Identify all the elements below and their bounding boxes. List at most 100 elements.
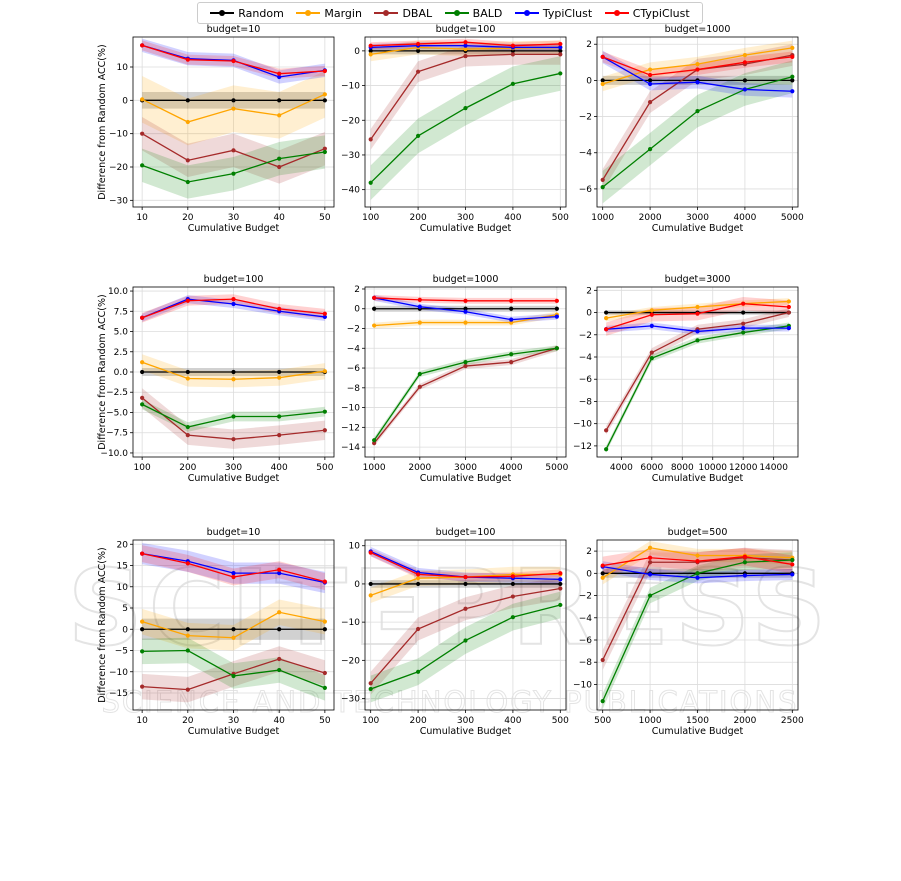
plot-frame [596,286,799,458]
point-bald-1 [185,424,190,430]
point-dbal-1 [185,687,190,692]
point-ctypiclust-3 [741,301,746,306]
point-margin-4 [790,45,795,50]
y-tick-label-2: −8 [579,397,593,407]
point-dbal-1 [649,350,654,355]
x-axis-label: Cumulative Budget [420,223,512,234]
point-margin-3 [277,375,282,380]
x-tick-label-4: 5000 [781,213,804,223]
x-tick-label-0: 10 [136,213,148,223]
x-tick-label-3: 40 [273,716,285,726]
band-ctypiclust [606,297,789,336]
point-ctypiclust-2 [463,574,468,580]
point-typiclust-4 [790,572,795,577]
y-tick-label-1: −8 [579,658,593,668]
point-dbal-4 [322,428,327,433]
subplot-title: budget=100 [436,527,496,538]
y-tick-label-0: −10 [573,680,592,690]
y-tick-label-6: 5.0 [114,328,129,338]
x-axis-label: Cumulative Budget [420,726,512,737]
point-ctypiclust-2 [231,58,236,64]
x-tick-label-2: 30 [228,716,240,726]
y-tick-label-6: 15 [117,562,128,572]
x-tick-label-2: 8000 [671,463,694,473]
point-dbal-3 [509,360,514,365]
point-dbal-0 [372,441,377,446]
y-tick-label-4: 2 [586,40,592,50]
point-margin-2 [231,635,236,640]
point-bald-3 [742,560,748,565]
point-random-1 [185,98,190,103]
point-margin-2 [695,304,700,310]
point-typiclust-3 [277,571,282,576]
y-tick-label-4: −4 [579,353,593,363]
point-typiclust-3 [742,87,748,92]
point-typiclust-1 [649,323,654,328]
x-tick-label-4: 12000 [729,463,758,473]
point-typiclust-4 [790,89,795,94]
point-bald-4 [790,557,795,563]
point-typiclust-1 [417,304,422,309]
point-ctypiclust-3 [277,71,282,76]
point-ctypiclust-1 [415,41,421,47]
point-bald-2 [231,171,236,176]
point-ctypiclust-0 [140,551,145,556]
point-dbal-1 [647,560,653,565]
band-bald [606,322,789,453]
point-random-4 [558,48,563,53]
point-bald-4 [558,71,563,76]
point-random-1 [415,581,421,587]
y-tick-label-1: −12 [341,423,360,433]
point-margin-1 [649,308,654,313]
y-tick-label-1: −7.5 [106,429,128,439]
point-ctypiclust-4 [790,562,795,567]
x-tick-label-4: 500 [316,463,333,473]
point-typiclust-4 [786,326,791,331]
point-bald-1 [649,356,654,361]
point-dbal-3 [510,52,516,57]
point-dbal-0 [600,657,605,663]
y-tick-label-2: −10 [341,618,360,628]
x-tick-label-0: 100 [362,716,379,726]
point-dbal-3 [510,594,516,599]
y-tick-label-5: 2.5 [114,348,128,358]
point-bald-0 [604,447,609,452]
y-tick-label-1: −10 [573,420,592,430]
point-typiclust-2 [463,309,468,314]
y-tick-label-2: −6 [579,636,593,646]
point-dbal-2 [463,363,468,369]
point-random-4 [790,78,795,83]
point-bald-2 [463,360,468,365]
point-bald-1 [417,371,422,377]
y-tick-label-5: 10 [117,583,129,593]
x-tick-label-0: 500 [594,716,611,726]
point-ctypiclust-1 [185,561,190,566]
point-ctypiclust-0 [140,315,145,320]
x-tick-label-2: 300 [225,463,242,473]
point-dbal-0 [368,137,373,142]
x-axis-label: Cumulative Budget [420,473,512,484]
y-tick-label-1: −30 [341,151,360,161]
band-margin [602,541,793,585]
point-dbal-1 [185,433,190,438]
subplot-4: 100 200 300 400 500 −10.0 −7.5 −5.0 −2.5 0.0 2.5 5.… [97,274,335,484]
plot-area [368,546,563,703]
x-tick-label-2: 30 [228,213,240,223]
point-typiclust-1 [647,572,653,577]
point-bald-0 [140,649,145,654]
point-margin-4 [786,299,791,304]
point-bald-1 [647,593,653,598]
y-tick-label-0: −30 [341,695,360,705]
y-tick-label-3: −10 [341,82,360,92]
x-tick-label-4: 500 [552,716,569,726]
point-typiclust-2 [231,301,236,307]
legend-label-ctypiclust: CTypiClust [632,6,690,20]
x-tick-label-1: 20 [182,213,194,223]
point-ctypiclust-3 [742,554,748,559]
x-tick-label-2: 1500 [686,716,709,726]
x-tick-label-4: 50 [319,716,331,726]
subplot-title: budget=1000 [433,274,499,285]
legend-item-random: Random [210,7,284,20]
x-tick-label-3: 10000 [698,463,727,473]
